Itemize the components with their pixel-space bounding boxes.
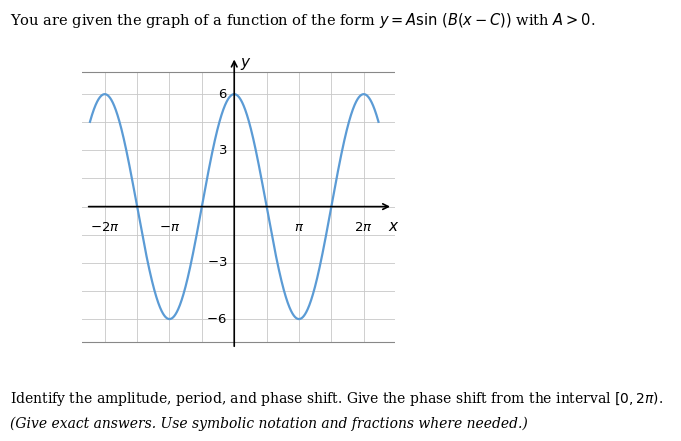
Text: $-2\pi$: $-2\pi$	[90, 220, 120, 234]
Text: $-6$: $-6$	[206, 313, 227, 325]
Text: $x$: $x$	[388, 220, 400, 234]
Text: You are given the graph of a function of the form $y = A\sin\,(B(x - C))$ with $: You are given the graph of a function of…	[10, 11, 596, 30]
Text: $-\pi$: $-\pi$	[159, 220, 180, 234]
Text: $3$: $3$	[218, 144, 227, 157]
Text: $-3$: $-3$	[206, 256, 227, 269]
Text: (Give exact answers. Use symbolic notation and fractions where needed.): (Give exact answers. Use symbolic notati…	[10, 417, 528, 431]
Text: Identify the amplitude, period, and phase shift. Give the phase shift from the i: Identify the amplitude, period, and phas…	[10, 390, 663, 408]
Text: $2\pi$: $2\pi$	[354, 220, 373, 234]
Text: $6$: $6$	[217, 88, 227, 101]
Text: $\pi$: $\pi$	[294, 220, 304, 234]
Text: $y$: $y$	[240, 56, 252, 72]
